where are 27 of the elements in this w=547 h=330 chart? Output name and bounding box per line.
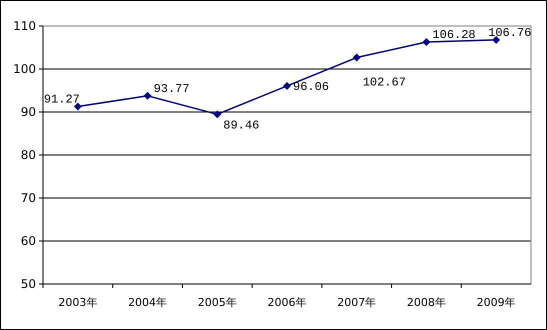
data-label: 106.76	[488, 26, 532, 40]
data-label: 96.06	[293, 80, 330, 94]
point	[283, 82, 291, 90]
point	[422, 38, 430, 46]
data-label: 91.27	[44, 92, 80, 107]
data-label: 93.77	[154, 82, 190, 96]
data-label: 89.46	[223, 118, 260, 132]
y-tick-label: 60	[20, 234, 36, 248]
data-label: 106.28	[432, 28, 476, 42]
x-tick-label: 2008年	[406, 296, 446, 309]
x-tick-label: 2005年	[198, 296, 237, 309]
data-label: 102.67	[362, 76, 406, 90]
y-tick-label: 110	[13, 19, 36, 34]
x-tick-label: 2004年	[128, 296, 168, 309]
x-tick-label: 2007年	[337, 296, 376, 309]
x-tick-label: 2009年	[476, 296, 516, 309]
point	[74, 102, 82, 110]
x-tick-label: 2006年	[268, 296, 306, 309]
x-tick-label: 2003年	[58, 296, 98, 309]
y-tick-label: 100	[13, 62, 36, 76]
y-tick-label: 50	[20, 277, 36, 292]
point	[352, 54, 361, 62]
y-tick-label: 80	[20, 148, 36, 162]
point	[213, 110, 222, 118]
y-tick-label: 90	[20, 105, 36, 120]
point	[144, 92, 152, 100]
y-tick-label: 70	[20, 191, 36, 206]
